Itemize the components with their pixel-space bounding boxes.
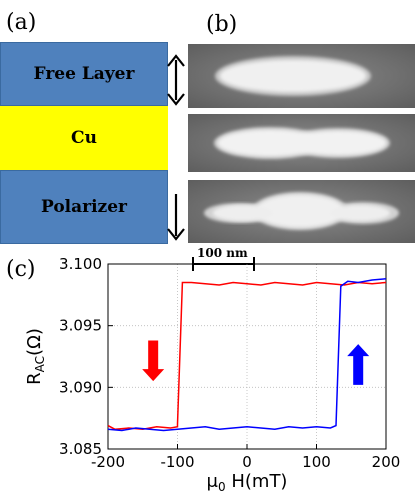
cu-layer-label: Cu bbox=[71, 128, 97, 148]
polarizer-layer-block: Polarizer bbox=[0, 170, 168, 244]
sem-image-1 bbox=[188, 44, 415, 108]
panel-label-b: (b) bbox=[206, 12, 238, 37]
series-line-0 bbox=[107, 281, 387, 431]
sem-image-2 bbox=[188, 114, 415, 172]
up-arrow-icon bbox=[347, 344, 370, 385]
free-layer-block: Free Layer bbox=[0, 42, 168, 106]
x-tick-label: 200 bbox=[372, 453, 401, 471]
y-tick-label: 3.100 bbox=[59, 255, 102, 273]
x-tick-label: 100 bbox=[302, 453, 331, 471]
y-tick-label: 3.095 bbox=[59, 317, 102, 335]
sem-image-3 bbox=[188, 180, 415, 243]
x-axis-title: μ0 H(mT) bbox=[207, 471, 288, 494]
polarizer-layer-label: Polarizer bbox=[41, 197, 127, 217]
y-axis-title: RAC(Ω) bbox=[24, 328, 47, 385]
x-tick-label: -100 bbox=[160, 453, 194, 471]
y-tick-label: 3.090 bbox=[59, 378, 102, 396]
cu-layer-block: Cu bbox=[0, 106, 168, 170]
down-arrow-icon bbox=[142, 340, 165, 382]
series-line-1 bbox=[107, 278, 387, 432]
scale-bar-label: 100 nm bbox=[197, 246, 248, 260]
panel-label-c: (c) bbox=[6, 257, 36, 282]
panel-label-a: (a) bbox=[6, 10, 37, 35]
y-tick-label: 3.085 bbox=[59, 440, 102, 458]
x-tick-label: -200 bbox=[91, 453, 125, 471]
free-layer-label: Free Layer bbox=[33, 64, 135, 84]
x-tick-label: 0 bbox=[242, 453, 252, 471]
